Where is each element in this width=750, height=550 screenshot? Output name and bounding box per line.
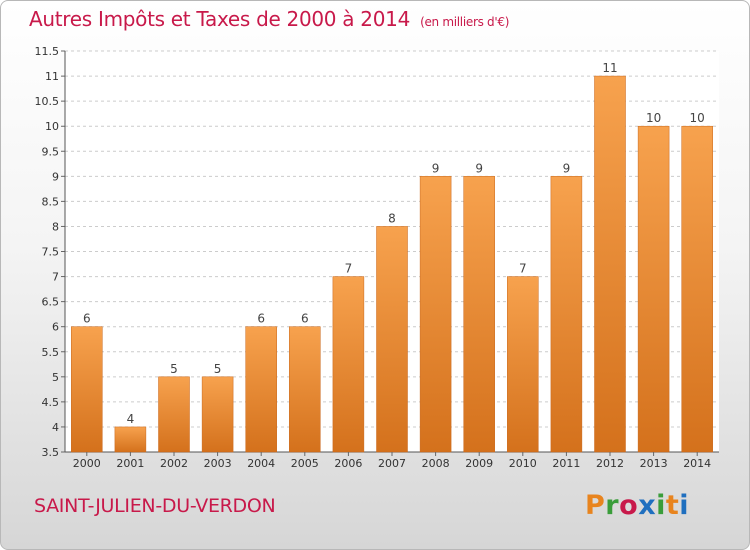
y-tick-label: 8.5 — [42, 195, 60, 208]
logo-letter: r — [605, 490, 620, 521]
location-name: SAINT-JULIEN-DU-VERDON — [34, 495, 276, 517]
x-tick-label: 2002 — [160, 457, 188, 470]
y-tick-label: 10.5 — [35, 95, 60, 108]
data-label-2013: 10 — [646, 111, 661, 125]
y-tick-label: 6 — [52, 321, 59, 334]
bar-2008 — [419, 176, 452, 453]
x-tick-label: 2012 — [596, 457, 624, 470]
x-tick-label: 2014 — [683, 457, 711, 470]
bar-2007 — [376, 226, 408, 453]
x-tick-label: 2003 — [204, 457, 232, 470]
y-tick-label: 9.5 — [42, 145, 60, 158]
data-label-2005: 6 — [301, 312, 309, 326]
y-tick-label: 9 — [52, 170, 59, 183]
bar-2011 — [550, 176, 583, 453]
bar-2014 — [681, 125, 713, 453]
logo-letter: x — [638, 490, 657, 521]
x-tick-label: 2001 — [116, 457, 144, 470]
y-tick-label: 3.5 — [42, 446, 60, 459]
x-tick-label: 2004 — [247, 457, 275, 470]
data-label-2002: 5 — [170, 362, 178, 376]
bar-2005 — [289, 326, 321, 453]
logo-letter: i — [679, 490, 690, 521]
data-label-2004: 6 — [257, 312, 265, 326]
y-tick-label: 7.5 — [42, 246, 60, 259]
bar-2010 — [507, 276, 539, 453]
x-tick-label: 2008 — [422, 457, 450, 470]
x-tick-label: 2011 — [552, 457, 580, 470]
y-tick-label: 5 — [52, 371, 59, 384]
bar-2000 — [71, 326, 103, 453]
y-tick-label: 11 — [45, 70, 59, 83]
logo-letter: o — [619, 490, 639, 521]
chart-unit: (en milliers d'€) — [420, 15, 510, 29]
data-label-2006: 7 — [345, 262, 353, 276]
data-label-2011: 9 — [563, 161, 571, 175]
bar-2002 — [158, 376, 190, 453]
y-tick-label: 10 — [45, 120, 59, 133]
x-tick-label: 2006 — [334, 457, 362, 470]
chart-title-text: Autres Impôts et Taxes de 2000 à 2014 — [29, 7, 410, 31]
bar-2001 — [114, 426, 147, 453]
y-tick-label: 4.5 — [42, 396, 60, 409]
bar-2006 — [332, 276, 365, 453]
x-tick-label: 2013 — [640, 457, 668, 470]
x-tick-label: 2000 — [73, 457, 101, 470]
data-label-2010: 7 — [519, 262, 527, 276]
chart-title: Autres Impôts et Taxes de 2000 à 2014 (e… — [29, 7, 509, 31]
data-label-2007: 8 — [388, 211, 396, 225]
data-label-2001: 4 — [127, 412, 135, 426]
y-tick-label: 6.5 — [42, 296, 60, 309]
x-tick-label: 2007 — [378, 457, 406, 470]
data-label-2014: 10 — [690, 111, 705, 125]
data-label-2000: 6 — [83, 312, 91, 326]
data-label-2009: 9 — [475, 161, 483, 175]
bar-2012 — [594, 75, 626, 453]
data-label-2003: 5 — [214, 362, 222, 376]
proxiti-logo: Proxiti — [585, 490, 689, 521]
logo-letter: i — [656, 490, 666, 521]
bar-2013 — [637, 125, 670, 453]
x-tick-label: 2009 — [465, 457, 493, 470]
data-label-2012: 11 — [602, 61, 617, 75]
y-tick-label: 5.5 — [42, 346, 60, 359]
logo-letter: P — [585, 490, 606, 521]
bar-2009 — [463, 176, 495, 453]
data-label-2008: 9 — [432, 161, 440, 175]
y-tick-label: 8 — [52, 220, 59, 233]
y-tick-label: 7 — [52, 271, 59, 284]
bar-2004 — [245, 326, 277, 453]
bar-2003 — [201, 376, 234, 453]
y-tick-label: 4 — [52, 421, 59, 434]
y-tick-label: 11.5 — [35, 45, 60, 58]
x-tick-label: 2010 — [509, 457, 537, 470]
logo-letter: t — [665, 490, 680, 521]
x-tick-label: 2005 — [291, 457, 319, 470]
